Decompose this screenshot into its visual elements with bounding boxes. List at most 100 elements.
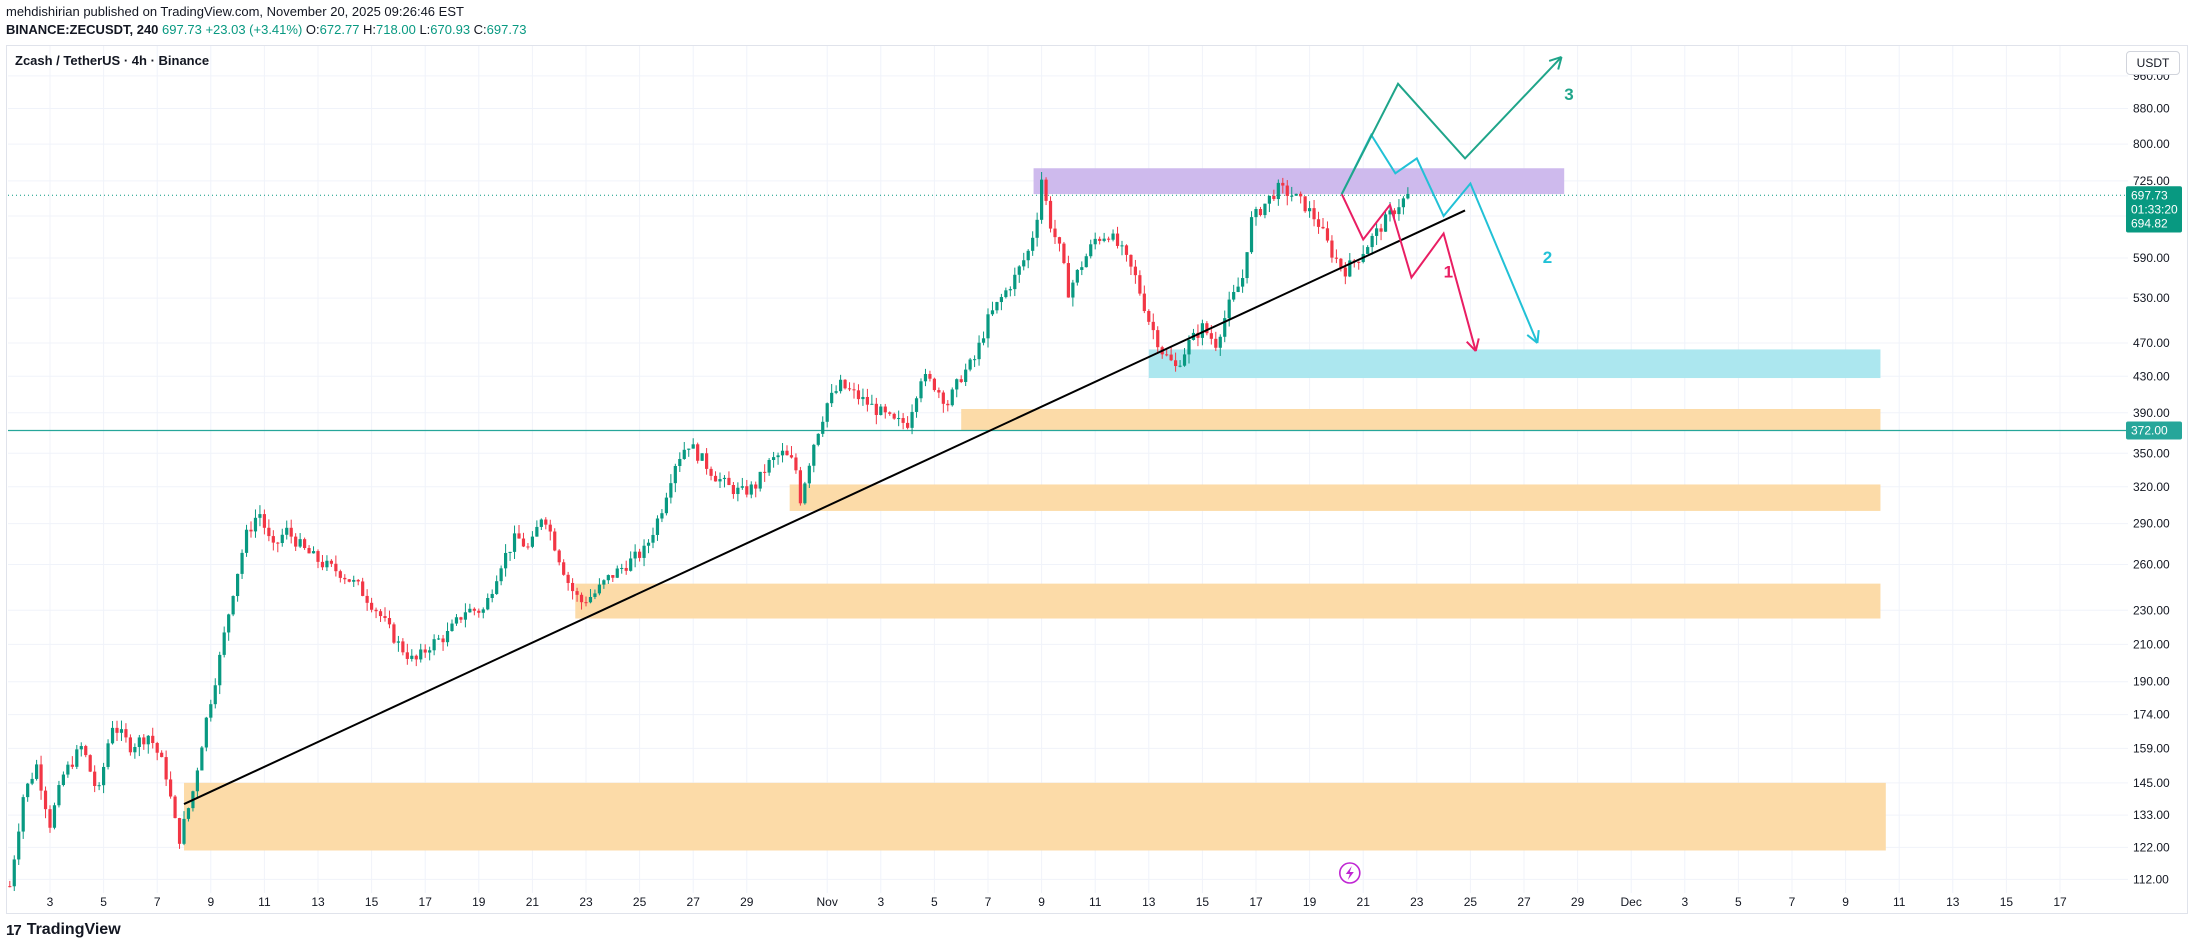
candle-down xyxy=(638,551,642,558)
chart-frame xyxy=(6,45,2188,914)
candle-up xyxy=(655,518,660,535)
candle-up xyxy=(780,450,785,456)
candle-up xyxy=(119,729,124,733)
candle-down xyxy=(177,818,182,844)
candle-up xyxy=(1249,217,1254,253)
candle-down xyxy=(1165,354,1169,356)
candle-up xyxy=(660,513,664,519)
y-tick-label: 725.00 xyxy=(2133,174,2170,188)
x-tick-label: 7 xyxy=(985,895,992,909)
candle-down xyxy=(526,546,530,548)
candle-down xyxy=(1124,245,1129,255)
candle-up xyxy=(812,444,816,466)
candle-down xyxy=(852,389,856,391)
x-tick-label: 25 xyxy=(633,895,647,909)
candle-down xyxy=(794,457,798,471)
x-tick-label: 5 xyxy=(1735,895,1742,909)
candle-up xyxy=(1366,247,1370,254)
candle-up xyxy=(1236,286,1240,292)
x-tick-label: 15 xyxy=(1196,895,1210,909)
candle-up xyxy=(999,297,1003,303)
candle-up xyxy=(1241,278,1245,287)
candle-down xyxy=(1272,195,1276,200)
low-label: L: xyxy=(419,22,431,37)
scenario-3-path xyxy=(1340,56,1563,195)
candle-up xyxy=(535,526,539,537)
candle-up xyxy=(486,598,490,610)
candle-up xyxy=(182,818,186,844)
candle-up xyxy=(97,785,101,787)
candle-down xyxy=(932,378,936,391)
lightning-marker-icon[interactable] xyxy=(1339,862,1361,884)
candle-up xyxy=(137,737,141,748)
x-tick-label: 11 xyxy=(1089,895,1102,909)
candle-up xyxy=(718,479,722,482)
candle-down xyxy=(856,390,861,400)
candle-up xyxy=(834,391,838,393)
x-tick-label: 27 xyxy=(1517,895,1531,909)
candle-down xyxy=(624,567,628,571)
candle-up xyxy=(200,747,204,771)
candle-down xyxy=(1334,257,1338,259)
candle-down xyxy=(365,595,369,603)
y-tick-label: 430.00 xyxy=(2133,369,2170,383)
x-tick-label: 9 xyxy=(207,895,214,909)
candle-up xyxy=(1276,182,1280,200)
candle-up xyxy=(1004,290,1008,298)
candle-down xyxy=(173,796,177,819)
candle-up xyxy=(722,477,727,480)
candle-up xyxy=(1375,228,1379,236)
candle-down xyxy=(579,594,584,603)
candle-down xyxy=(553,531,557,551)
candle-up xyxy=(481,609,485,613)
y-tick-label: 880.00 xyxy=(2133,101,2170,115)
candle-up xyxy=(35,764,39,779)
price-label-697.73: 697.73 xyxy=(2126,186,2182,205)
open-value: 672.77 xyxy=(319,22,360,37)
candle-up xyxy=(280,534,284,544)
x-tick-label: 17 xyxy=(2053,895,2067,909)
trendline-layer[interactable] xyxy=(183,209,1466,805)
candle-up xyxy=(102,766,106,786)
candle-up xyxy=(1294,193,1298,196)
candle-up xyxy=(1013,274,1017,290)
candle-up xyxy=(352,579,356,582)
candle-down xyxy=(888,412,892,414)
candle-down xyxy=(557,550,561,563)
candle-up xyxy=(691,444,695,449)
candle-up xyxy=(253,517,258,532)
candle-down xyxy=(271,536,275,543)
candle-up xyxy=(1348,260,1352,277)
candle-down xyxy=(785,450,789,456)
candle-down xyxy=(709,468,713,476)
candle-up xyxy=(539,519,543,527)
x-tick-label: Dec xyxy=(1621,895,1642,909)
y-tick-label: 320.00 xyxy=(2133,480,2170,494)
y-tick-label: 145.00 xyxy=(2133,776,2170,790)
candle-down xyxy=(267,527,271,537)
candle-down xyxy=(562,562,566,575)
candle-up xyxy=(1035,219,1039,238)
candle-down xyxy=(754,484,758,489)
price-label-bg xyxy=(2126,421,2182,440)
candle-up xyxy=(110,727,115,744)
candle-down xyxy=(928,374,932,379)
lightning-bolt-icon xyxy=(1345,866,1354,880)
candle-up xyxy=(1232,291,1236,300)
currency-selector[interactable]: USDT xyxy=(2126,51,2180,75)
time-axis[interactable]: 3 5 7 9 11 13 15 17 19 21 23 25 27 29 Nov 3 5 7 9 11 13 15 17 1… xyxy=(47,895,2067,909)
candle-down xyxy=(414,655,418,660)
candle-up xyxy=(1017,266,1021,275)
x-tick-label: 13 xyxy=(1142,895,1156,909)
candle-down xyxy=(789,455,794,458)
candle-up xyxy=(437,638,441,640)
price-label-bg xyxy=(2126,200,2182,219)
y-tick-label: 800.00 xyxy=(2133,137,2170,151)
candle-down xyxy=(374,609,378,612)
scenario-2-arrowhead xyxy=(1536,329,1540,344)
chart-zones xyxy=(184,168,1886,851)
candle-down xyxy=(262,514,266,528)
candle-down xyxy=(575,591,579,595)
